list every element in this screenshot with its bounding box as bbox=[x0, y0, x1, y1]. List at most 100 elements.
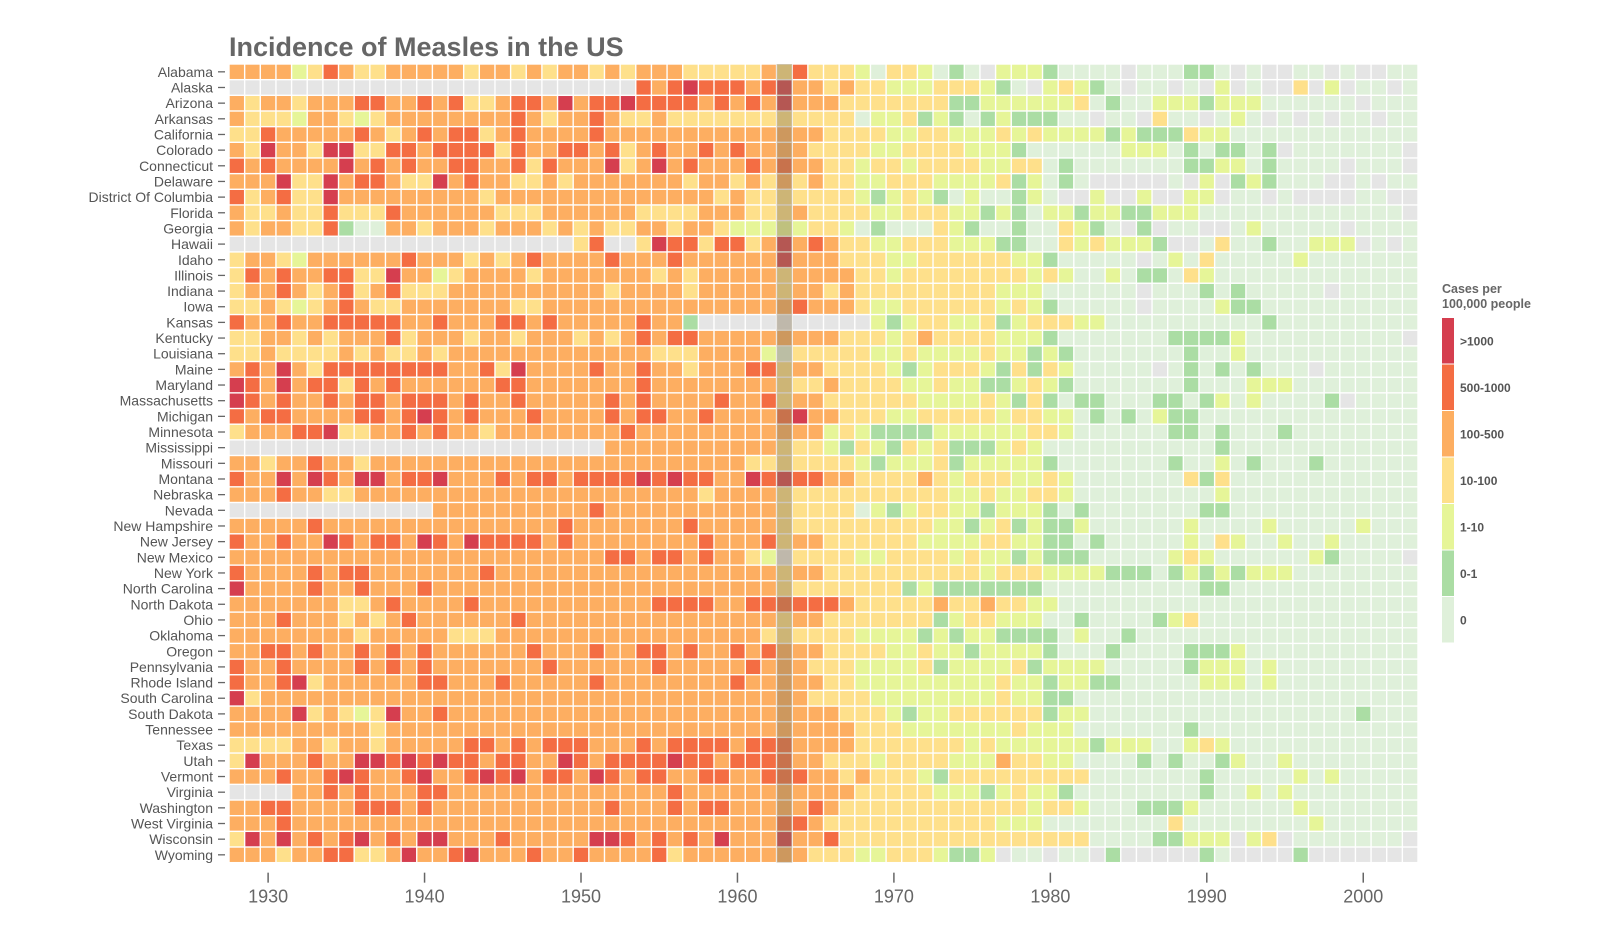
heatmap-cell bbox=[417, 503, 432, 518]
heatmap-cell bbox=[933, 111, 948, 126]
heatmap-cell bbox=[1105, 487, 1121, 502]
heatmap-cell bbox=[745, 675, 761, 690]
heatmap-cell bbox=[636, 487, 651, 502]
heatmap-cell bbox=[1403, 534, 1418, 549]
heatmap-cell bbox=[605, 832, 620, 847]
heatmap-cell bbox=[730, 96, 745, 111]
heatmap-cell bbox=[558, 299, 573, 314]
heatmap-cell bbox=[1403, 424, 1418, 440]
heatmap-cell bbox=[652, 722, 667, 737]
heatmap-cell bbox=[1090, 612, 1105, 628]
heatmap-cell bbox=[1230, 847, 1246, 862]
heatmap-cell bbox=[260, 174, 276, 189]
heatmap-cell bbox=[526, 80, 542, 95]
heatmap-cell bbox=[323, 236, 338, 252]
heatmap-cell bbox=[339, 299, 354, 314]
heatmap-cell bbox=[354, 471, 370, 487]
heatmap-cell bbox=[433, 597, 448, 612]
heatmap-cell bbox=[605, 205, 620, 220]
heatmap-cell bbox=[433, 299, 448, 314]
heatmap-cell bbox=[808, 534, 823, 549]
heatmap-cell bbox=[636, 111, 651, 126]
heatmap-cell bbox=[730, 518, 745, 534]
heatmap-cell bbox=[808, 565, 823, 581]
state-label: Kansas bbox=[166, 314, 213, 330]
heatmap-cell bbox=[1121, 111, 1136, 126]
heatmap-cell bbox=[824, 675, 839, 690]
heatmap-cell bbox=[792, 393, 808, 408]
heatmap-cell bbox=[542, 252, 557, 267]
heatmap-cell bbox=[1387, 816, 1402, 831]
heatmap-cell bbox=[245, 753, 260, 768]
heatmap-cell bbox=[792, 675, 808, 690]
heatmap-cell bbox=[871, 409, 886, 424]
heatmap-cell bbox=[386, 753, 401, 768]
heatmap-cell bbox=[1340, 111, 1355, 126]
heatmap-cell bbox=[558, 127, 573, 142]
heatmap-cell bbox=[824, 534, 839, 549]
heatmap-cell bbox=[620, 299, 636, 314]
heatmap-cell bbox=[965, 80, 980, 95]
heatmap-cell bbox=[636, 800, 651, 815]
heatmap-cell bbox=[1152, 800, 1167, 815]
heatmap-cell bbox=[1262, 362, 1277, 377]
heatmap-cell bbox=[683, 299, 698, 314]
heatmap-cell bbox=[1403, 550, 1418, 565]
heatmap-cell bbox=[1105, 800, 1121, 815]
heatmap-cell bbox=[933, 550, 948, 565]
heatmap-cell bbox=[1324, 487, 1340, 502]
heatmap-cell bbox=[558, 722, 573, 737]
heatmap-cell bbox=[933, 503, 948, 518]
heatmap-cell bbox=[464, 252, 479, 267]
heatmap-cell bbox=[386, 847, 401, 862]
heatmap-cell bbox=[1027, 565, 1042, 581]
heatmap-cell bbox=[1184, 628, 1199, 643]
heatmap-cell bbox=[949, 722, 964, 737]
heatmap-cell bbox=[996, 487, 1011, 502]
heatmap-cell bbox=[855, 393, 870, 408]
heatmap-cell bbox=[260, 143, 276, 158]
heatmap-cell bbox=[1387, 330, 1402, 346]
heatmap-cell bbox=[433, 847, 448, 862]
heatmap-cell bbox=[260, 64, 276, 79]
heatmap-cell bbox=[1121, 127, 1136, 142]
heatmap-cell bbox=[1262, 143, 1277, 158]
heatmap-cell bbox=[1324, 236, 1340, 252]
heatmap-cell bbox=[714, 659, 729, 675]
heatmap-cell bbox=[448, 706, 463, 722]
heatmap-cell bbox=[1105, 80, 1121, 95]
heatmap-cell bbox=[558, 644, 573, 659]
heatmap-cell bbox=[1137, 346, 1152, 361]
heatmap-cell bbox=[1230, 675, 1246, 690]
heatmap-cell bbox=[386, 440, 401, 455]
heatmap-cell bbox=[605, 471, 620, 487]
heatmap-cell bbox=[1137, 158, 1152, 173]
heatmap-cell bbox=[386, 424, 401, 440]
heatmap-cell bbox=[1340, 409, 1355, 424]
heatmap-cell bbox=[292, 487, 307, 502]
heatmap-cell bbox=[1011, 158, 1027, 173]
heatmap-cell bbox=[1277, 64, 1293, 79]
heatmap-cell bbox=[965, 581, 980, 596]
heatmap-cell bbox=[918, 518, 933, 534]
heatmap-cell bbox=[745, 393, 761, 408]
heatmap-cell bbox=[636, 189, 651, 205]
heatmap-cell bbox=[511, 534, 526, 549]
heatmap-cell bbox=[307, 377, 323, 393]
heatmap-cell bbox=[1105, 236, 1121, 252]
heatmap-cell bbox=[558, 424, 573, 440]
heatmap-cell bbox=[1027, 597, 1042, 612]
heatmap-cell bbox=[902, 299, 917, 314]
heatmap-cell bbox=[620, 487, 636, 502]
heatmap-cell bbox=[667, 299, 682, 314]
heatmap-cell bbox=[1058, 565, 1074, 581]
heatmap-cell bbox=[589, 362, 604, 377]
heatmap-cell bbox=[652, 769, 667, 784]
heatmap-cell bbox=[480, 550, 495, 565]
heatmap-cell bbox=[323, 722, 338, 737]
heatmap-cell bbox=[792, 362, 808, 377]
heatmap-cell bbox=[855, 550, 870, 565]
heatmap-cell bbox=[1387, 785, 1402, 800]
heatmap-cell bbox=[370, 738, 385, 753]
heatmap-cell bbox=[1403, 456, 1418, 471]
